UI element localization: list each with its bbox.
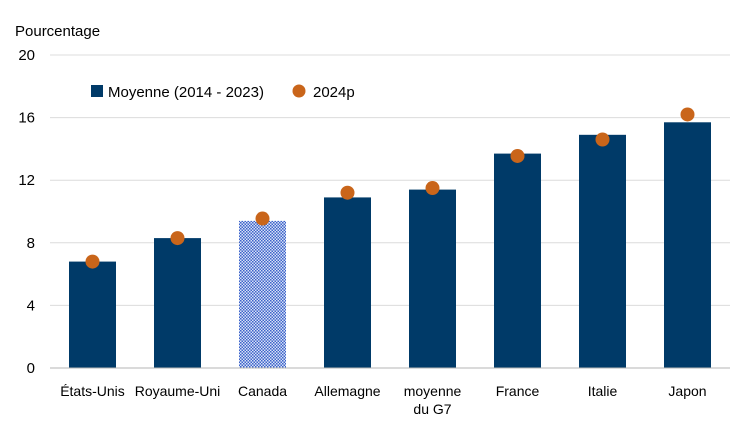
x-category-label: France [496, 383, 540, 399]
bar [409, 189, 456, 368]
legend-label-2024p: 2024p [313, 84, 355, 101]
x-category-label: moyenne [404, 383, 462, 399]
point [170, 231, 185, 246]
point [680, 107, 695, 122]
legend-bar-swatch [91, 85, 103, 97]
point [595, 132, 610, 147]
y-axis-ticks: 0 4 8 12 16 20 [18, 47, 35, 377]
x-category-label: Canada [238, 383, 287, 399]
x-category-label: Royaume-Uni [135, 383, 221, 399]
point [255, 211, 270, 226]
y-tick-label: 16 [18, 110, 35, 127]
point [425, 181, 440, 196]
bars [69, 122, 711, 368]
bar [239, 220, 286, 368]
x-category-label: Allemagne [314, 383, 380, 399]
y-tick-label: 20 [18, 47, 35, 64]
bar [579, 134, 626, 368]
y-tick-label: 8 [27, 235, 35, 252]
points [85, 107, 695, 269]
point [340, 185, 355, 200]
legend-point-swatch [292, 84, 306, 98]
x-axis-categories: États-Unis Royaume-Uni Canada Allemagne moye… [60, 383, 706, 417]
bar [664, 122, 711, 368]
legend-label-average: Moyenne (2014 - 2023) [108, 84, 264, 101]
point [510, 148, 525, 163]
x-category-label: Japon [668, 383, 706, 399]
y-tick-label: 12 [18, 172, 35, 189]
x-category-label: du G7 [413, 401, 451, 417]
legend: Moyenne (2014 - 2023) 2024p [91, 84, 355, 101]
y-tick-label: 4 [27, 297, 35, 314]
bar [324, 197, 371, 368]
bar [69, 261, 116, 368]
x-category-label: Italie [588, 383, 618, 399]
x-category-label: États-Unis [60, 383, 125, 399]
y-tick-label: 0 [27, 360, 35, 377]
bar [494, 153, 541, 368]
point [85, 254, 100, 269]
bar [154, 238, 201, 368]
y-axis-title: Pourcentage [15, 23, 100, 40]
